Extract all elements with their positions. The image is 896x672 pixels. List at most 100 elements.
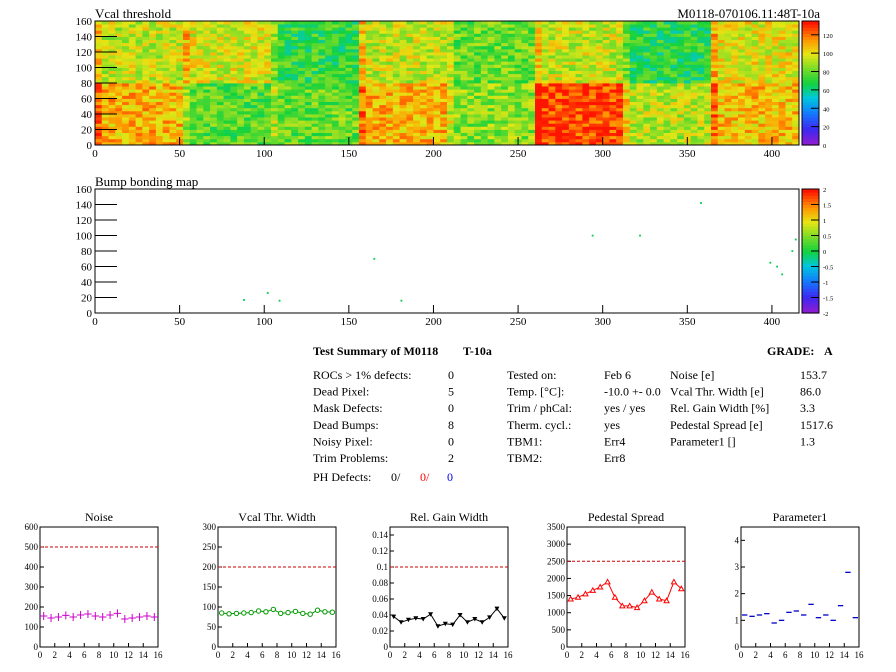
heatmap-cell [548, 67, 556, 71]
heatmap-cell [765, 67, 773, 71]
heatmap-cell [440, 36, 448, 40]
heatmap-cell [494, 27, 502, 31]
heatmap-cell [731, 73, 739, 78]
data-point [589, 586, 597, 593]
heatmap-cell [325, 95, 333, 99]
heatmap-cell [250, 27, 258, 31]
heatmap-cell [494, 92, 502, 96]
heatmap-cell [507, 83, 516, 87]
heatmap-cell [95, 21, 103, 25]
heatmap-cell [189, 95, 197, 99]
heatmap-cell [656, 126, 665, 130]
heatmap-cell [731, 98, 739, 102]
heatmap-cell [751, 39, 759, 44]
heatmap-cell [122, 89, 130, 93]
heatmap-cell [623, 73, 631, 78]
heatmap-cell [677, 39, 685, 44]
heatmap-cell [413, 67, 421, 71]
heatmap-cell [704, 138, 712, 143]
heatmap-cell [318, 114, 326, 118]
colorbar-frame [801, 20, 820, 146]
heatmap-cell [122, 30, 130, 34]
heatmap-cell [345, 107, 353, 112]
heatmap-cell [162, 64, 170, 68]
heatmap-cell [765, 120, 773, 124]
heatmap-cell [203, 48, 211, 53]
heatmap-cell [95, 45, 103, 50]
heatmap-cell [237, 135, 245, 140]
heatmap-cell [541, 110, 549, 115]
heatmap-cell [738, 89, 746, 93]
heatmap-cell [230, 58, 238, 62]
heatmap-cell [670, 132, 678, 137]
heatmap-cell [480, 21, 489, 25]
heatmap-cell [331, 86, 340, 90]
heatmap-cell [176, 86, 184, 90]
heatmap-cell [453, 86, 461, 90]
heatmap-cell [494, 55, 502, 59]
heatmap-cell [128, 24, 137, 28]
heatmap-cell [419, 67, 428, 71]
y-tick-label: 60 [81, 94, 93, 106]
heatmap-cell [183, 117, 191, 121]
heatmap-cell [751, 64, 759, 68]
heatmap-cell [480, 104, 489, 109]
heatmap-cell [101, 104, 109, 109]
heatmap-cell [541, 48, 549, 53]
heatmap-cell [325, 114, 333, 118]
heatmap-cell [413, 76, 421, 81]
heatmap-cell [359, 114, 367, 118]
heatmap-cell [616, 39, 624, 44]
heatmap-cell [243, 141, 252, 146]
heatmap-cell [609, 107, 617, 112]
heatmap-cell [440, 83, 448, 87]
heatmap-cell [582, 141, 590, 146]
heatmap-cell [704, 107, 712, 112]
heatmap-cell [250, 107, 258, 112]
heatmap-cell [785, 52, 793, 56]
heatmap-cell [487, 83, 495, 87]
heatmap-cell [582, 89, 590, 93]
heatmap-cell [778, 27, 786, 31]
heatmap-cell [711, 98, 719, 102]
heatmap-cell [792, 95, 800, 99]
heatmap-cell [568, 95, 577, 99]
heatmap-cell [122, 58, 130, 62]
heatmap-cell [176, 61, 184, 65]
heatmap-cell [731, 55, 739, 59]
heatmap-cell [724, 92, 732, 96]
heatmap-cell [650, 24, 658, 28]
heatmap-cell [101, 132, 109, 137]
heatmap-cell [162, 141, 170, 146]
heatmap-cell [277, 110, 285, 115]
heatmap-cell [149, 107, 157, 112]
heatmap-cell [785, 48, 793, 53]
heatmap-cell [169, 101, 177, 106]
heatmap-cell [386, 55, 394, 59]
heatmap-cell [183, 61, 191, 65]
heatmap-cell [650, 98, 658, 102]
chart-pedestal-spread: Pedestal Spread0500100015002000250030003… [547, 510, 690, 660]
heatmap-cell [487, 104, 495, 109]
heatmap-cell [108, 61, 116, 65]
heatmap-cell [677, 52, 685, 56]
colorbar-tick-label: -2 [823, 311, 828, 318]
heatmap-cell [636, 101, 644, 106]
heatmap-cell [298, 52, 306, 56]
heatmap-cell [555, 58, 563, 62]
heatmap-cell [250, 45, 258, 50]
heatmap-cell [724, 79, 732, 84]
heatmap-cell [216, 141, 225, 146]
colorbar-cell [802, 117, 819, 121]
heatmap-cell [162, 21, 170, 25]
heatmap-cell [169, 24, 177, 28]
heatmap-cell [487, 95, 495, 99]
heatmap-cell [331, 39, 340, 44]
colorbar-cell [802, 238, 819, 243]
heatmap-cell [135, 126, 143, 130]
heatmap-cell [480, 55, 489, 59]
heatmap-cell [318, 132, 326, 137]
heatmap-cell [440, 21, 448, 25]
heatmap-cell [528, 24, 536, 28]
heatmap-cell [352, 36, 360, 40]
